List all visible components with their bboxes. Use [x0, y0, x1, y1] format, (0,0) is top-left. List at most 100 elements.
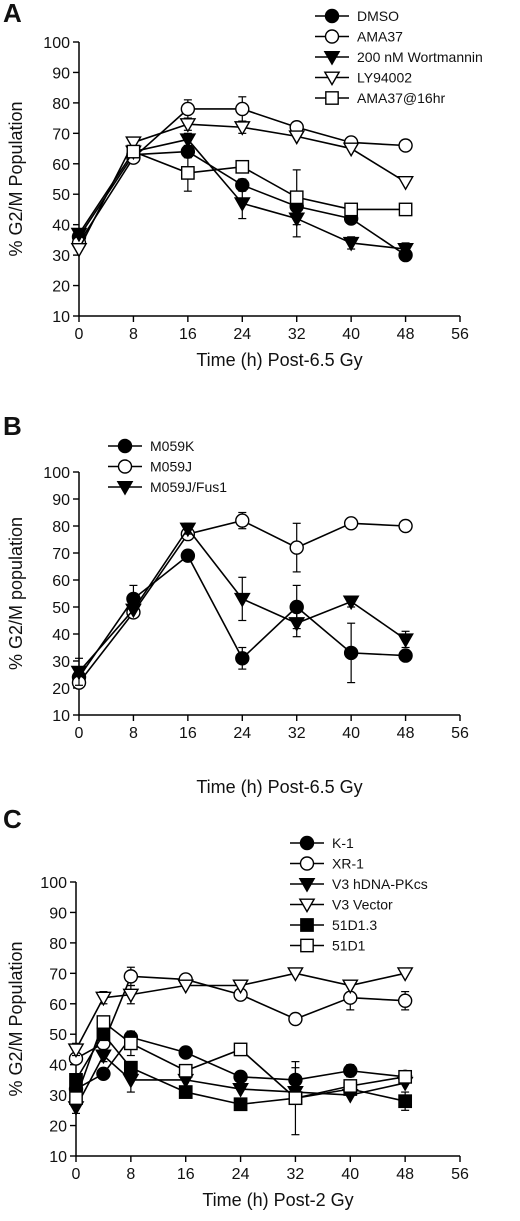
x-tick-label: 56 [451, 1166, 469, 1183]
legend-marker [298, 898, 316, 914]
y-axis-title: % G2/M Population [6, 101, 26, 256]
x-axis-title: Time (h) Post-6.5 Gy [196, 350, 362, 370]
x-tick-label: 16 [177, 1166, 195, 1183]
y-tick-label: 20 [52, 279, 70, 296]
data-point [126, 144, 141, 159]
data-point [398, 518, 413, 534]
y-tick-label: 60 [49, 997, 67, 1014]
data-point [125, 136, 142, 152]
x-tick-label: 40 [341, 1166, 359, 1183]
legend-marker [300, 938, 314, 953]
panel-2: C 10 20 30 40 50 60 70 80 90 100 0 8 16 24 32 40 48 56 Time… [3, 804, 469, 1210]
data-point [177, 979, 195, 995]
y-tick-label: 50 [49, 1027, 67, 1044]
x-tick-label: 8 [126, 1166, 135, 1183]
data-point [95, 991, 112, 1007]
data-point [397, 175, 414, 191]
legend: K-1 XR-1 V3 hDNA-PKcs V3 Vector 51D1.3 51D1 [290, 835, 428, 954]
data-point [178, 1045, 193, 1060]
data-point [233, 1097, 248, 1112]
y-tick-label: 90 [52, 492, 70, 509]
legend-marker [116, 480, 134, 496]
panel-letter: C [3, 804, 22, 834]
y-tick-label: 80 [49, 936, 67, 953]
data-point [343, 1079, 358, 1093]
series-5 [69, 1015, 413, 1136]
x-tick-label: 40 [342, 725, 360, 742]
y-tick-label: 90 [52, 65, 70, 82]
legend-marker [298, 877, 316, 893]
data-point [233, 197, 251, 212]
data-point [233, 1042, 248, 1057]
y-tick-label: 10 [52, 708, 70, 725]
data-point [123, 969, 139, 984]
data-point [288, 1011, 303, 1027]
data-point [235, 651, 250, 666]
data-point [343, 516, 359, 531]
data-point [289, 190, 304, 205]
data-point [398, 1094, 413, 1109]
data-point [289, 540, 304, 555]
data-point [96, 1066, 111, 1082]
data-point [398, 138, 413, 153]
x-tick-label: 16 [179, 326, 197, 343]
x-tick-label: 24 [233, 326, 251, 343]
legend-label: 200 nM Wortmannin [357, 49, 483, 65]
x-tick-label: 48 [397, 725, 415, 742]
legend: M059K M059J M059J/Fus1 [108, 438, 227, 496]
data-point [233, 1069, 248, 1085]
series-4 [69, 1027, 413, 1112]
data-point [397, 633, 414, 648]
y-tick-label: 100 [43, 35, 70, 52]
data-point [96, 1015, 111, 1029]
data-point [179, 133, 197, 148]
x-tick-label: 8 [129, 326, 138, 343]
legend-label: DMSO [357, 8, 399, 24]
legend-label: AMA37 [357, 29, 403, 45]
data-point [287, 967, 304, 982]
data-point [123, 1036, 138, 1051]
y-tick-label: 50 [52, 187, 70, 204]
panel-0: A 10 20 30 40 50 60 70 80 90 100 0 8 16 24 32 40 48 56 Time… [3, 0, 483, 370]
data-point [178, 1063, 193, 1078]
y-tick-label: 40 [52, 218, 70, 235]
legend-marker [323, 50, 341, 66]
legend-label: M059J/Fus1 [150, 479, 227, 495]
x-tick-label: 56 [451, 725, 469, 742]
x-tick-label: 32 [288, 725, 306, 742]
series-3 [70, 117, 414, 258]
panel-letter: B [3, 411, 22, 441]
legend-marker [299, 856, 315, 871]
x-axis-title: Time (h) Post-6.5 Gy [196, 777, 362, 797]
data-point [341, 979, 359, 995]
data-point [69, 1091, 83, 1106]
y-tick-label: 70 [49, 966, 67, 983]
data-point [342, 236, 360, 252]
y-tick-label: 20 [49, 1119, 67, 1136]
x-tick-label: 24 [233, 725, 251, 742]
data-point [125, 603, 142, 619]
x-axis-title: Time (h) Post-2 Gy [202, 1190, 353, 1210]
legend-label: K-1 [332, 835, 354, 851]
legend-marker [324, 8, 340, 24]
panel-1: B 10 20 30 40 50 60 70 80 90 100 0 8 16 24 32 40 48 56 Time… [3, 411, 469, 797]
data-point [179, 522, 197, 538]
series-3 [67, 967, 414, 1059]
series-line [75, 1054, 406, 1108]
data-point [398, 202, 413, 217]
x-tick-label: 0 [72, 1166, 81, 1183]
y-tick-label: 80 [52, 96, 70, 113]
y-tick-label: 60 [52, 573, 70, 590]
data-point [122, 1073, 140, 1089]
legend-marker [300, 918, 314, 932]
legend-label: 51D1.3 [332, 917, 377, 933]
y-tick-label: 60 [52, 157, 70, 174]
data-point [288, 617, 306, 632]
x-tick-label: 32 [288, 326, 306, 343]
x-tick-label: 0 [75, 725, 84, 742]
panel-letter: A [3, 0, 22, 28]
data-point [67, 1043, 85, 1059]
data-point [343, 1063, 358, 1078]
data-point [122, 988, 140, 1004]
y-axis-title: % G2/M Population [6, 941, 26, 1096]
